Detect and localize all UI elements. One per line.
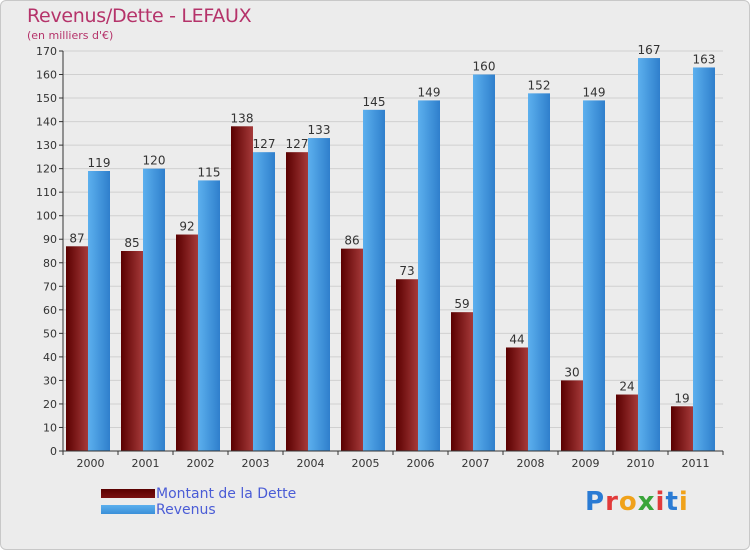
- axes: 0 10 20 30 40 50 60 70 80 90 100 110 120 130 140 150 160…: [36, 45, 724, 470]
- chart-title: Revenus/Dette - LEFAUX: [27, 5, 252, 27]
- x-tick-label: 2000: [77, 457, 105, 470]
- y-tick-label: 30: [43, 374, 57, 387]
- bar-revenus: [418, 100, 440, 451]
- x-tick-label: 2008: [517, 457, 545, 470]
- data-label-revenus: 149: [583, 85, 606, 99]
- data-label-dette: 59: [454, 297, 469, 311]
- bar-dette: [341, 248, 363, 451]
- bar-revenus: [583, 100, 605, 451]
- y-tick-label: 130: [36, 139, 57, 152]
- y-tick-label: 150: [36, 92, 57, 105]
- data-label-dette: 44: [509, 332, 524, 346]
- y-tick-label: 80: [43, 257, 57, 270]
- bar-dette: [671, 406, 693, 451]
- data-label-dette: 30: [564, 365, 579, 379]
- legend-label-revenus: Revenus: [156, 502, 216, 518]
- proxiti-logo: Proxiti: [585, 487, 689, 517]
- bar-revenus: [253, 152, 275, 452]
- x-tick-label: 2001: [132, 457, 160, 470]
- y-tick-label: 90: [43, 233, 57, 246]
- data-label-dette: 85: [124, 236, 139, 250]
- bar-dette: [396, 279, 418, 451]
- bar-revenus: [528, 93, 550, 452]
- x-tick-label: 2011: [682, 457, 710, 470]
- bar-revenus: [638, 58, 660, 451]
- data-label-revenus: 133: [308, 123, 331, 137]
- data-label-dette: 19: [674, 391, 689, 405]
- bar-dette: [506, 347, 528, 451]
- logo-letter: P: [585, 487, 606, 517]
- x-tick-label: 2002: [187, 457, 215, 470]
- logo-letter: x: [637, 487, 656, 517]
- logo-letter: o: [618, 487, 638, 517]
- data-label-revenus: 167: [638, 43, 661, 57]
- bar-revenus: [693, 67, 715, 452]
- data-label-revenus: 149: [418, 85, 441, 99]
- data-label-dette: 92: [179, 220, 194, 234]
- bar-dette: [121, 251, 143, 451]
- data-label-dette: 24: [619, 380, 634, 394]
- x-tick-label: 2010: [627, 457, 655, 470]
- data-label-revenus: 145: [363, 95, 386, 109]
- y-tick-label: 10: [43, 421, 57, 434]
- bar-revenus: [143, 168, 165, 451]
- data-label-revenus: 152: [528, 78, 551, 92]
- bar-revenus: [473, 74, 495, 451]
- bar-revenus: [363, 109, 385, 451]
- y-tick-label: 120: [36, 163, 57, 176]
- y-tick-label: 70: [43, 280, 57, 293]
- y-tick-label: 160: [36, 69, 57, 82]
- chart-subtitle: (en milliers d'€): [27, 29, 114, 42]
- y-tick-label: 110: [36, 186, 57, 199]
- bar-dette: [66, 246, 88, 451]
- grid-lines: [63, 50, 723, 452]
- data-label-dette: 86: [344, 234, 359, 248]
- bar-dette: [561, 380, 583, 451]
- bar-dette: [231, 126, 253, 451]
- bar-dette: [616, 394, 638, 451]
- x-tick-label: 2005: [352, 457, 380, 470]
- x-tick-label: 2007: [462, 457, 490, 470]
- logo-letter: i: [678, 487, 689, 517]
- bar-revenus: [198, 180, 220, 452]
- x-tick-label: 2006: [407, 457, 435, 470]
- data-label-revenus: 163: [693, 52, 716, 66]
- data-label-dette: 138: [231, 111, 254, 125]
- bar-dette: [176, 234, 198, 451]
- y-tick-label: 100: [36, 210, 57, 223]
- data-label-dette: 87: [69, 231, 84, 245]
- y-tick-label: 140: [36, 116, 57, 129]
- bar-dette: [286, 152, 308, 452]
- data-label-revenus: 127: [253, 137, 276, 151]
- y-tick-label: 0: [50, 445, 57, 458]
- data-label-revenus: 120: [143, 154, 166, 168]
- data-label-dette: 127: [286, 137, 309, 151]
- bar-revenus: [308, 138, 330, 451]
- y-tick-label: 20: [43, 398, 57, 411]
- data-label-revenus: 115: [198, 165, 221, 179]
- legend-swatch-revenus: [101, 505, 155, 514]
- data-label-revenus: 119: [88, 156, 111, 170]
- y-tick-label: 40: [43, 351, 57, 364]
- x-tick-label: 2004: [297, 457, 325, 470]
- data-label-dette: 73: [399, 264, 414, 278]
- y-tick-label: 170: [36, 45, 57, 58]
- bar-dette: [451, 312, 473, 451]
- x-tick-label: 2003: [242, 457, 270, 470]
- logo-letter: r: [605, 487, 619, 517]
- bar-revenus: [88, 171, 110, 451]
- logo-letter: t: [665, 487, 679, 517]
- y-tick-label: 50: [43, 327, 57, 340]
- x-tick-label: 2009: [572, 457, 600, 470]
- y-tick-label: 60: [43, 304, 57, 317]
- legend-label-dette: Montant de la Dette: [156, 486, 297, 502]
- logo-letter: i: [655, 487, 666, 517]
- legend-swatch-dette: [101, 489, 155, 498]
- bars: [66, 58, 715, 452]
- data-label-revenus: 160: [473, 60, 496, 74]
